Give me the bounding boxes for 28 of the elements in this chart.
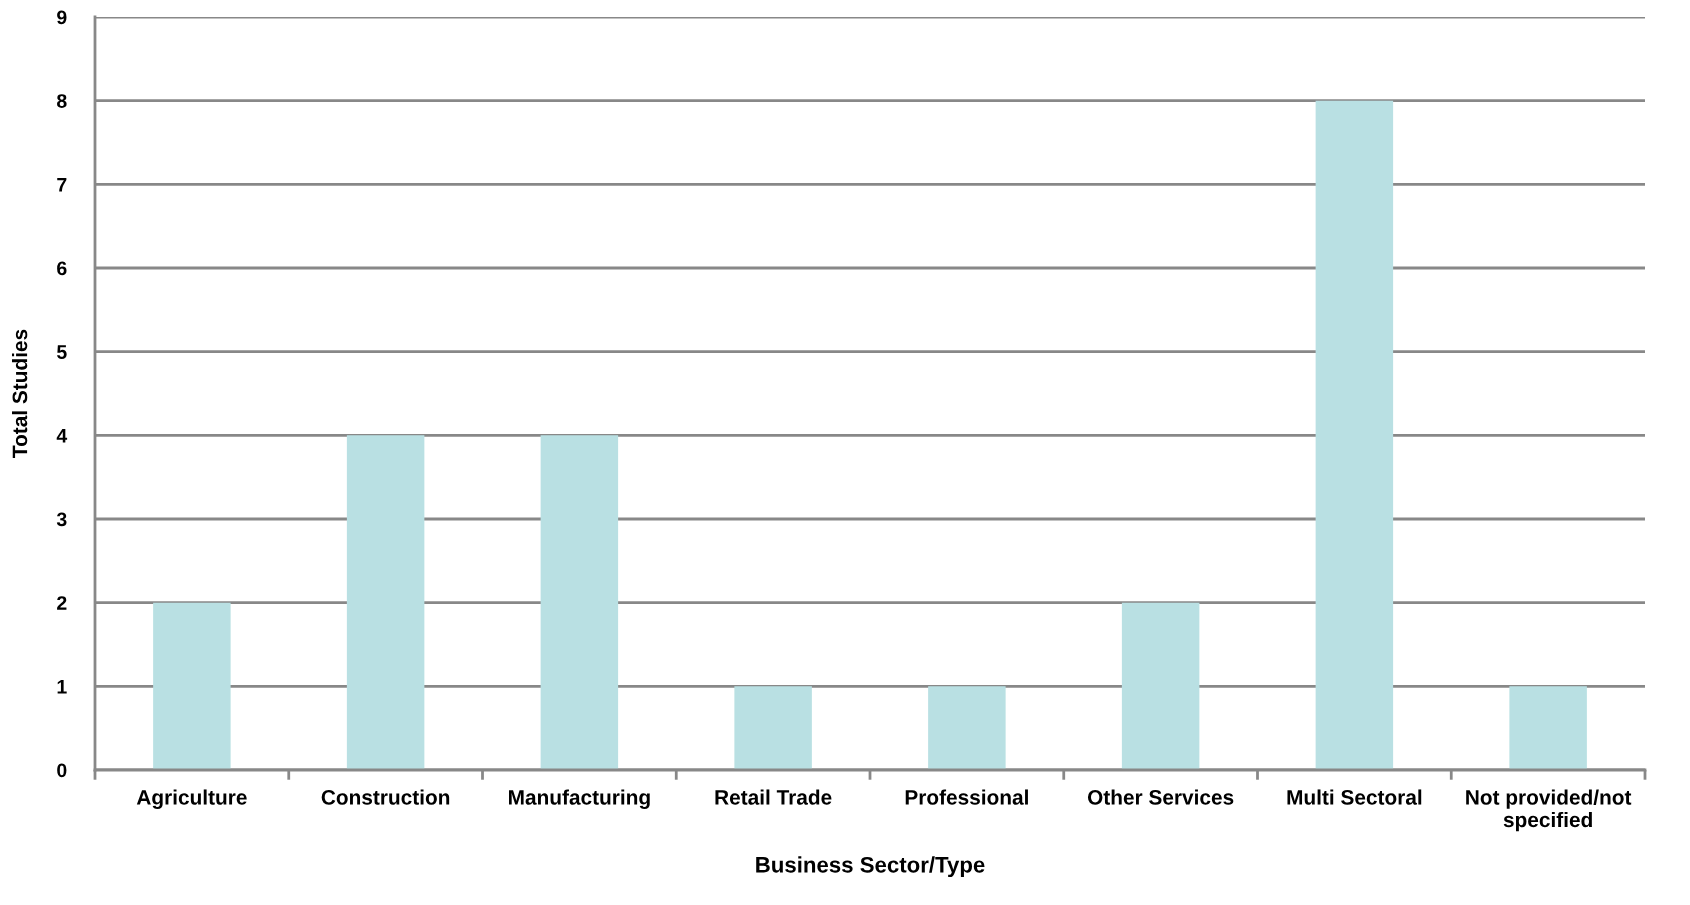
x-tick-label: Construction bbox=[321, 789, 450, 805]
x-tick-label: Manufacturing bbox=[509, 789, 650, 809]
y-tick-label: 9 bbox=[57, 10, 67, 25]
bar bbox=[346, 435, 425, 770]
bar bbox=[734, 686, 812, 770]
bar bbox=[153, 602, 231, 770]
bar bbox=[540, 435, 619, 770]
y-tick-label: 7 bbox=[57, 178, 67, 192]
y-tick-label: 2 bbox=[57, 596, 67, 610]
y-tick-label: 4 bbox=[56, 429, 68, 443]
y-tick-label: 0 bbox=[57, 763, 67, 778]
x-tick-label: Multi Sectoral bbox=[1287, 789, 1422, 805]
y-tick-label: 3 bbox=[56, 512, 67, 527]
y-tick-label: 8 bbox=[57, 94, 67, 108]
x-tick-label: Professional bbox=[905, 789, 1028, 805]
y-tick-label: 1 bbox=[57, 680, 67, 694]
bar bbox=[1509, 686, 1587, 770]
x-tick-label: Not provided/not specified bbox=[1466, 789, 1632, 832]
x-tick-label: Other Services bbox=[1087, 789, 1234, 805]
y-tick-label: 6 bbox=[57, 261, 67, 276]
bar bbox=[928, 686, 1006, 770]
bar bbox=[1315, 100, 1394, 770]
y-tick-label: 5 bbox=[57, 345, 67, 359]
bar bbox=[1121, 602, 1200, 770]
x-tick-label: Retail Trade bbox=[715, 789, 832, 805]
y-axis-title: Total Studies bbox=[11, 329, 28, 458]
x-axis-title: Business Sector/Type bbox=[756, 856, 985, 878]
x-tick-label: Agriculture bbox=[136, 789, 247, 809]
